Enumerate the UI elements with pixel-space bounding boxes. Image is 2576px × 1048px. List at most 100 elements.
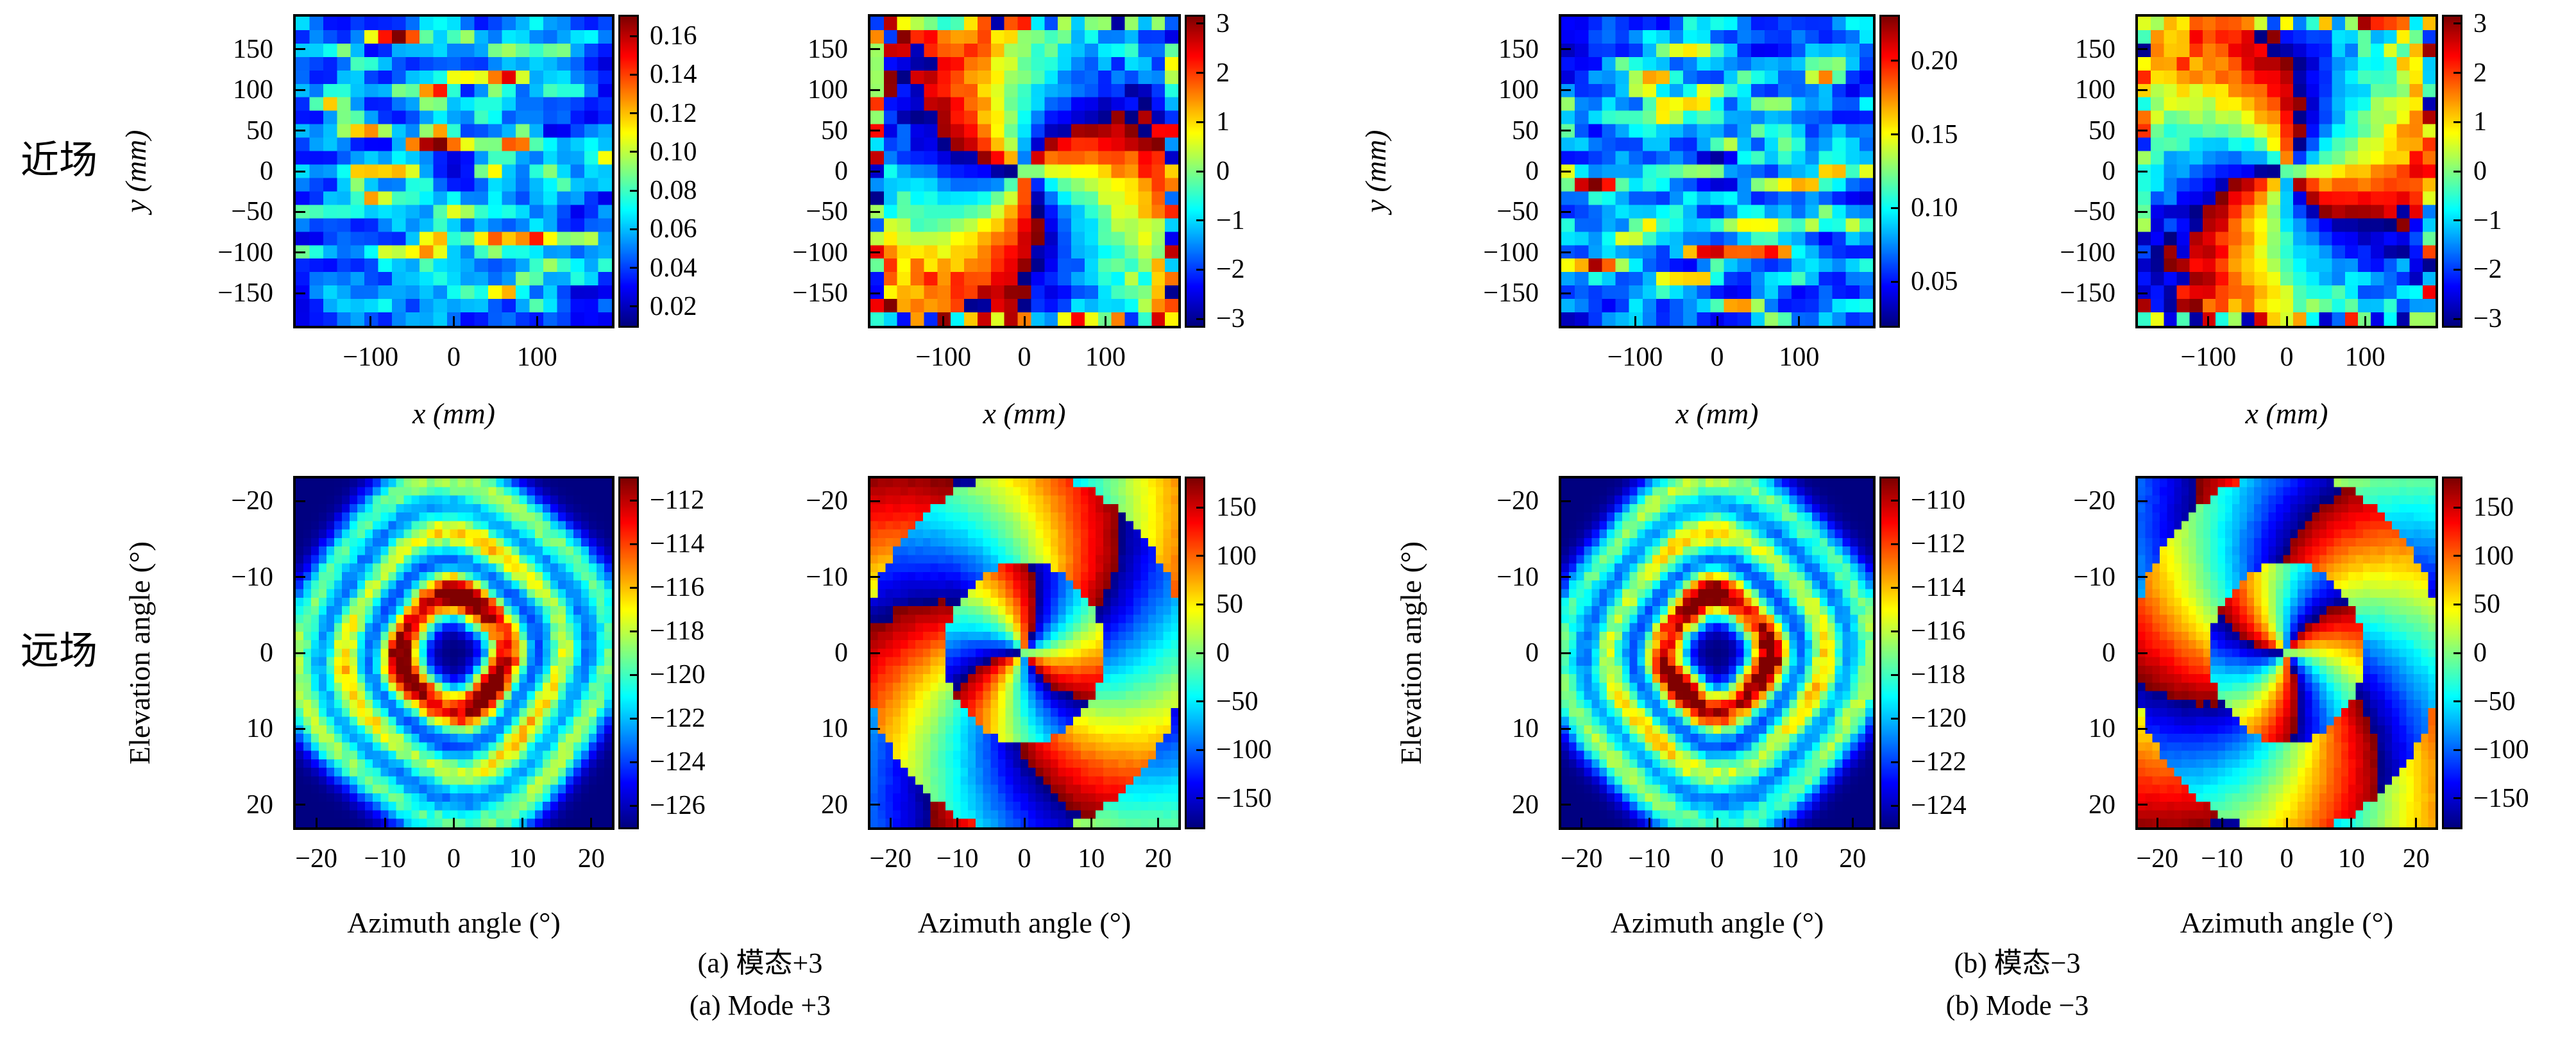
x-axis-tick-label: 0: [2280, 342, 2294, 372]
y-axis-label: y (mm): [1359, 130, 1392, 213]
colorbar-tick-label: −1: [2473, 205, 2502, 235]
y-tick-mark: [2138, 500, 2148, 502]
x-axis-tick-label: 0: [1710, 844, 1724, 874]
caption-a-line2: (a) Mode +3: [689, 990, 831, 1021]
colorbar-tick-label: 1: [1216, 107, 1230, 137]
y-tick-mark: [296, 170, 305, 173]
heatmap-canvas-a-nearfield-magnitude: [296, 17, 612, 326]
colorbar-a-farfield-magnitude: [618, 477, 639, 829]
heatmap-canvas-b-nearfield-phase: [2138, 17, 2436, 326]
y-tick-mark: [870, 576, 880, 579]
x-tick-mark: [1784, 818, 1786, 827]
colorbar-tick-mark: [2453, 652, 2461, 654]
colorbar-tick-mark: [1196, 317, 1203, 320]
y-tick-mark: [296, 210, 305, 213]
x-tick-mark: [1104, 316, 1106, 326]
x-axis-label: Azimuth angle (°): [917, 906, 1131, 939]
colorbar-tick-label: −100: [2473, 735, 2529, 765]
colorbar-tick-label: −1: [1216, 205, 1245, 235]
y-axis-label: Elevation angle (°): [1394, 541, 1427, 765]
colorbar-tick-mark: [1196, 748, 1203, 751]
y-axis-tick-label: 150: [808, 34, 848, 64]
x-tick-mark: [2285, 316, 2288, 326]
y-tick-mark: [2138, 251, 2148, 254]
y-axis-tick-label: 150: [1498, 34, 1539, 64]
y-tick-mark: [2138, 652, 2148, 654]
colorbar-tick-mark: [1196, 170, 1203, 173]
colorbar-b-nearfield-phase: [2442, 15, 2462, 328]
colorbar-tick-mark: [630, 35, 637, 37]
colorbar-tick-label: −126: [650, 791, 706, 820]
colorbar-tick-mark: [1196, 797, 1203, 800]
x-tick-mark: [2415, 818, 2418, 827]
y-axis-tick-label: −50: [2073, 197, 2115, 227]
colorbar-tick-label: −3: [1216, 304, 1245, 334]
colorbar-tick-label: 50: [2473, 589, 2500, 620]
colorbar-tick-mark: [630, 761, 637, 763]
x-axis-tick-label: −100: [2180, 342, 2237, 372]
y-tick-mark: [870, 130, 880, 132]
colorbar-tick-label: −116: [650, 573, 705, 602]
x-axis-label: x (mm): [1675, 397, 1759, 430]
caption-a-line1: (a) 模态+3: [697, 947, 823, 979]
x-axis-tick-label: −20: [2136, 844, 2179, 874]
y-tick-mark: [870, 727, 880, 730]
y-axis-tick-label: −20: [231, 486, 273, 516]
colorbar-tick-label: −116: [1911, 616, 1966, 646]
plot-box-b-farfield-phase: [2135, 476, 2438, 830]
y-axis-label: y (mm): [119, 130, 152, 213]
x-axis-tick-label: 10: [1771, 844, 1799, 874]
y-tick-mark: [870, 210, 880, 213]
y-axis-tick-label: 100: [2075, 75, 2115, 105]
x-tick-mark: [1157, 818, 1160, 827]
y-axis-tick-label: −20: [1496, 486, 1539, 516]
x-axis-tick-label: 0: [447, 342, 461, 372]
y-axis-tick-label: 150: [233, 34, 273, 64]
colorbar-tick-mark: [630, 586, 637, 589]
colorbar-tick-mark: [2453, 700, 2461, 703]
colorbar-tick-mark: [630, 189, 637, 192]
colorbar-tick-label: 0.04: [650, 253, 697, 283]
colorbar-tick-mark: [2453, 748, 2461, 751]
x-tick-mark: [2364, 316, 2366, 326]
y-axis-tick-label: −10: [231, 562, 273, 592]
colorbar-tick-mark: [630, 717, 637, 720]
colorbar-tick-mark: [1891, 586, 1898, 589]
x-tick-mark: [590, 818, 593, 827]
colorbar-tick-label: −120: [1911, 704, 1967, 733]
colorbar-tick-label: 0.02: [650, 291, 697, 321]
x-axis-tick-label: 100: [1085, 342, 1126, 372]
y-axis-tick-label: −10: [806, 562, 848, 592]
x-axis-tick-label: −100: [343, 342, 399, 372]
x-tick-mark: [2207, 316, 2210, 326]
colorbar-tick-mark: [2453, 603, 2461, 605]
x-tick-mark: [1634, 316, 1636, 326]
y-tick-mark: [1561, 652, 1571, 654]
colorbar-tick-mark: [1891, 60, 1898, 62]
colorbar-tick-mark: [630, 673, 637, 676]
x-axis-label: Azimuth angle (°): [2180, 906, 2394, 939]
colorbar-tick-label: −118: [1911, 660, 1966, 689]
colorbar-tick-label: −50: [2473, 686, 2516, 716]
x-axis-tick-label: 100: [2344, 342, 2385, 372]
x-tick-mark: [1090, 818, 1092, 827]
y-axis-label: Elevation angle (°): [123, 541, 156, 765]
colorbar-tick-label: 50: [1216, 589, 1243, 620]
x-axis-tick-label: −10: [2201, 844, 2243, 874]
colorbar-tick-mark: [630, 305, 637, 308]
colorbar-tick-mark: [630, 151, 637, 153]
x-axis-label: x (mm): [983, 397, 1066, 430]
y-tick-mark: [296, 48, 305, 51]
y-axis-tick-label: 10: [246, 714, 273, 744]
x-tick-mark: [2285, 818, 2288, 827]
x-axis-tick-label: 20: [1839, 844, 1867, 874]
y-axis-tick-label: −100: [792, 237, 848, 267]
colorbar-tick-label: 0: [2473, 156, 2487, 186]
plot-box-a-nearfield-phase: [868, 14, 1181, 328]
x-axis-tick-label: −10: [936, 844, 979, 874]
colorbar-tick-label: 1: [2473, 107, 2487, 137]
y-axis-tick-label: 100: [1498, 75, 1539, 105]
y-tick-mark: [2138, 130, 2148, 132]
colorbar-tick-label: −150: [2473, 783, 2529, 813]
